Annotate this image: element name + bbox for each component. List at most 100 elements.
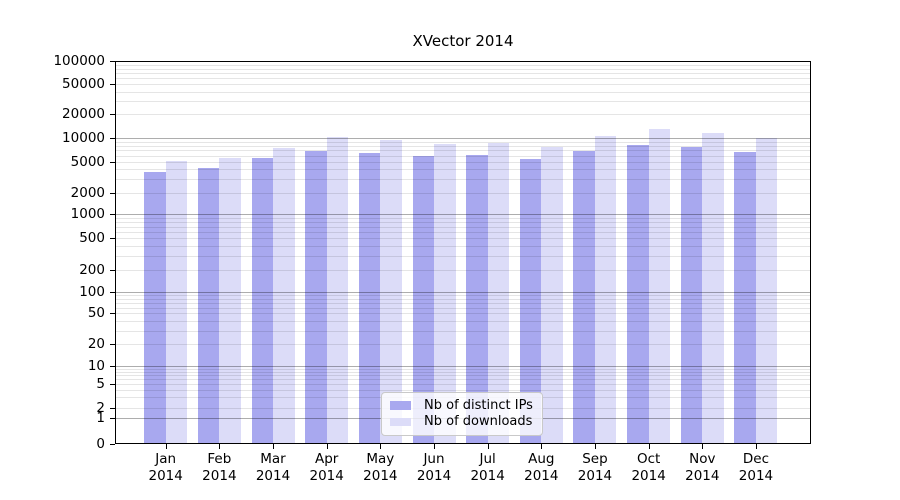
ytick-mark-10	[110, 365, 115, 367]
gridline-80	[115, 299, 811, 301]
gridline-2000	[115, 192, 811, 194]
bar-downloads-feb	[219, 157, 241, 444]
gridline-60	[115, 307, 811, 309]
ytick-mark-2000	[110, 192, 115, 194]
ytick-mark-50000	[110, 84, 115, 86]
gridline-800	[115, 222, 811, 224]
xtick-label-sep: Sep 2014	[577, 451, 613, 484]
gridline-1000	[115, 214, 811, 216]
ytick-label-10000: 10000	[62, 130, 105, 147]
ytick-mark-200	[110, 270, 115, 271]
gridline-8	[115, 371, 811, 373]
bar-distinct-ips-feb	[197, 168, 220, 444]
bar-distinct-ips-nov	[680, 147, 703, 444]
ytick-mark-10000	[110, 138, 115, 140]
ytick-mark-20000	[110, 114, 115, 116]
gridline-3000	[115, 178, 811, 180]
ytick-label-1: 1	[96, 410, 105, 427]
gridline-200	[115, 270, 811, 271]
ytick-mark-100	[110, 292, 115, 294]
gridline-30	[115, 330, 811, 332]
xtick-label-dec: Dec 2014	[738, 451, 774, 484]
xtick-label-nov: Nov 2014	[685, 451, 720, 484]
gridline-70000	[115, 72, 811, 74]
bar-distinct-ips-aug	[519, 159, 542, 444]
xtick-mark-mar	[273, 444, 275, 449]
gridline-5	[115, 384, 811, 386]
ytick-label-20000: 20000	[62, 106, 105, 123]
xtick-mark-oct	[648, 444, 650, 449]
bar-downloads-may	[380, 139, 402, 444]
bar-downloads-dec	[755, 137, 778, 444]
ytick-label-5: 5	[96, 376, 105, 393]
xtick-label-jul: Jul 2014	[470, 451, 505, 484]
bar-distinct-ips-sep	[573, 151, 595, 444]
xtick-mark-sep	[594, 444, 596, 449]
bar-downloads-jan	[165, 160, 188, 444]
gridline-700	[115, 226, 811, 228]
bar-distinct-ips-dec	[734, 151, 756, 444]
xtick-label-may: May 2014	[363, 451, 398, 484]
xtick-label-aug: Aug 2014	[524, 451, 559, 484]
bar-distinct-ips-jul	[466, 155, 488, 444]
gridline-10000	[115, 138, 811, 140]
ytick-label-2000: 2000	[70, 184, 105, 201]
gridline-60000	[115, 78, 811, 80]
bar-distinct-ips-jan	[144, 171, 166, 444]
bar-downloads-jul	[487, 142, 510, 444]
gridline-20	[115, 344, 811, 346]
gridline-70	[115, 303, 811, 305]
xtick-label-jun: Jun 2014	[416, 451, 452, 484]
gridline-5000	[115, 161, 811, 163]
gridline-9	[115, 368, 811, 370]
ytick-label-5000: 5000	[70, 153, 105, 170]
xtick-mark-aug	[541, 444, 543, 449]
gridline-9000	[115, 141, 811, 143]
xtick-mark-jul	[487, 444, 489, 449]
gridline-40000	[115, 91, 811, 93]
legend-swatch-distinct-ips	[390, 401, 411, 410]
xtick-label-feb: Feb 2014	[202, 451, 237, 484]
bar-downloads-apr	[326, 136, 349, 444]
ytick-mark-2	[110, 407, 115, 409]
gridline-7	[115, 375, 811, 377]
bar-downloads-sep	[594, 136, 617, 444]
bar-distinct-ips-oct	[627, 144, 649, 444]
bar-downloads-oct	[648, 128, 671, 444]
gridline-900	[115, 217, 811, 219]
bar-downloads-nov	[702, 132, 724, 444]
ytick-mark-50	[110, 313, 115, 315]
ytick-mark-20	[110, 344, 115, 346]
gridline-8000	[115, 145, 811, 147]
ytick-mark-5	[110, 384, 115, 386]
ytick-label-0: 0	[96, 435, 105, 452]
gridline-40	[115, 320, 811, 322]
gridline-4	[115, 389, 811, 391]
ytick-label-1000: 1000	[70, 206, 105, 223]
gridline-300	[115, 255, 811, 257]
ytick-label-20: 20	[87, 336, 105, 353]
ytick-label-100: 100	[79, 284, 105, 301]
ytick-mark-5000	[110, 161, 115, 163]
xtick-label-jan: Jan 2014	[148, 451, 183, 484]
gridline-50000	[115, 84, 811, 86]
bar-downloads-aug	[541, 146, 563, 444]
ytick-label-2: 2	[96, 399, 105, 416]
gridline-10	[115, 365, 811, 367]
gridline-6	[115, 379, 811, 381]
legend: Nb of distinct IPs Nb of downloads	[381, 392, 543, 436]
xtick-mark-jan	[165, 444, 167, 449]
gridline-6000	[115, 155, 811, 157]
ytick-label-50000: 50000	[62, 76, 105, 93]
xtick-mark-apr	[326, 444, 328, 449]
xtick-mark-jun	[434, 444, 435, 449]
ytick-mark-1	[110, 418, 115, 420]
bar-downloads-jun	[434, 143, 456, 444]
xtick-mark-feb	[219, 444, 221, 449]
gridline-400	[115, 246, 811, 248]
xtick-mark-nov	[702, 444, 704, 449]
ytick-label-10: 10	[87, 357, 105, 374]
xtick-mark-may	[380, 444, 382, 449]
ytick-mark-0	[110, 443, 115, 445]
bar-distinct-ips-may	[358, 152, 381, 444]
